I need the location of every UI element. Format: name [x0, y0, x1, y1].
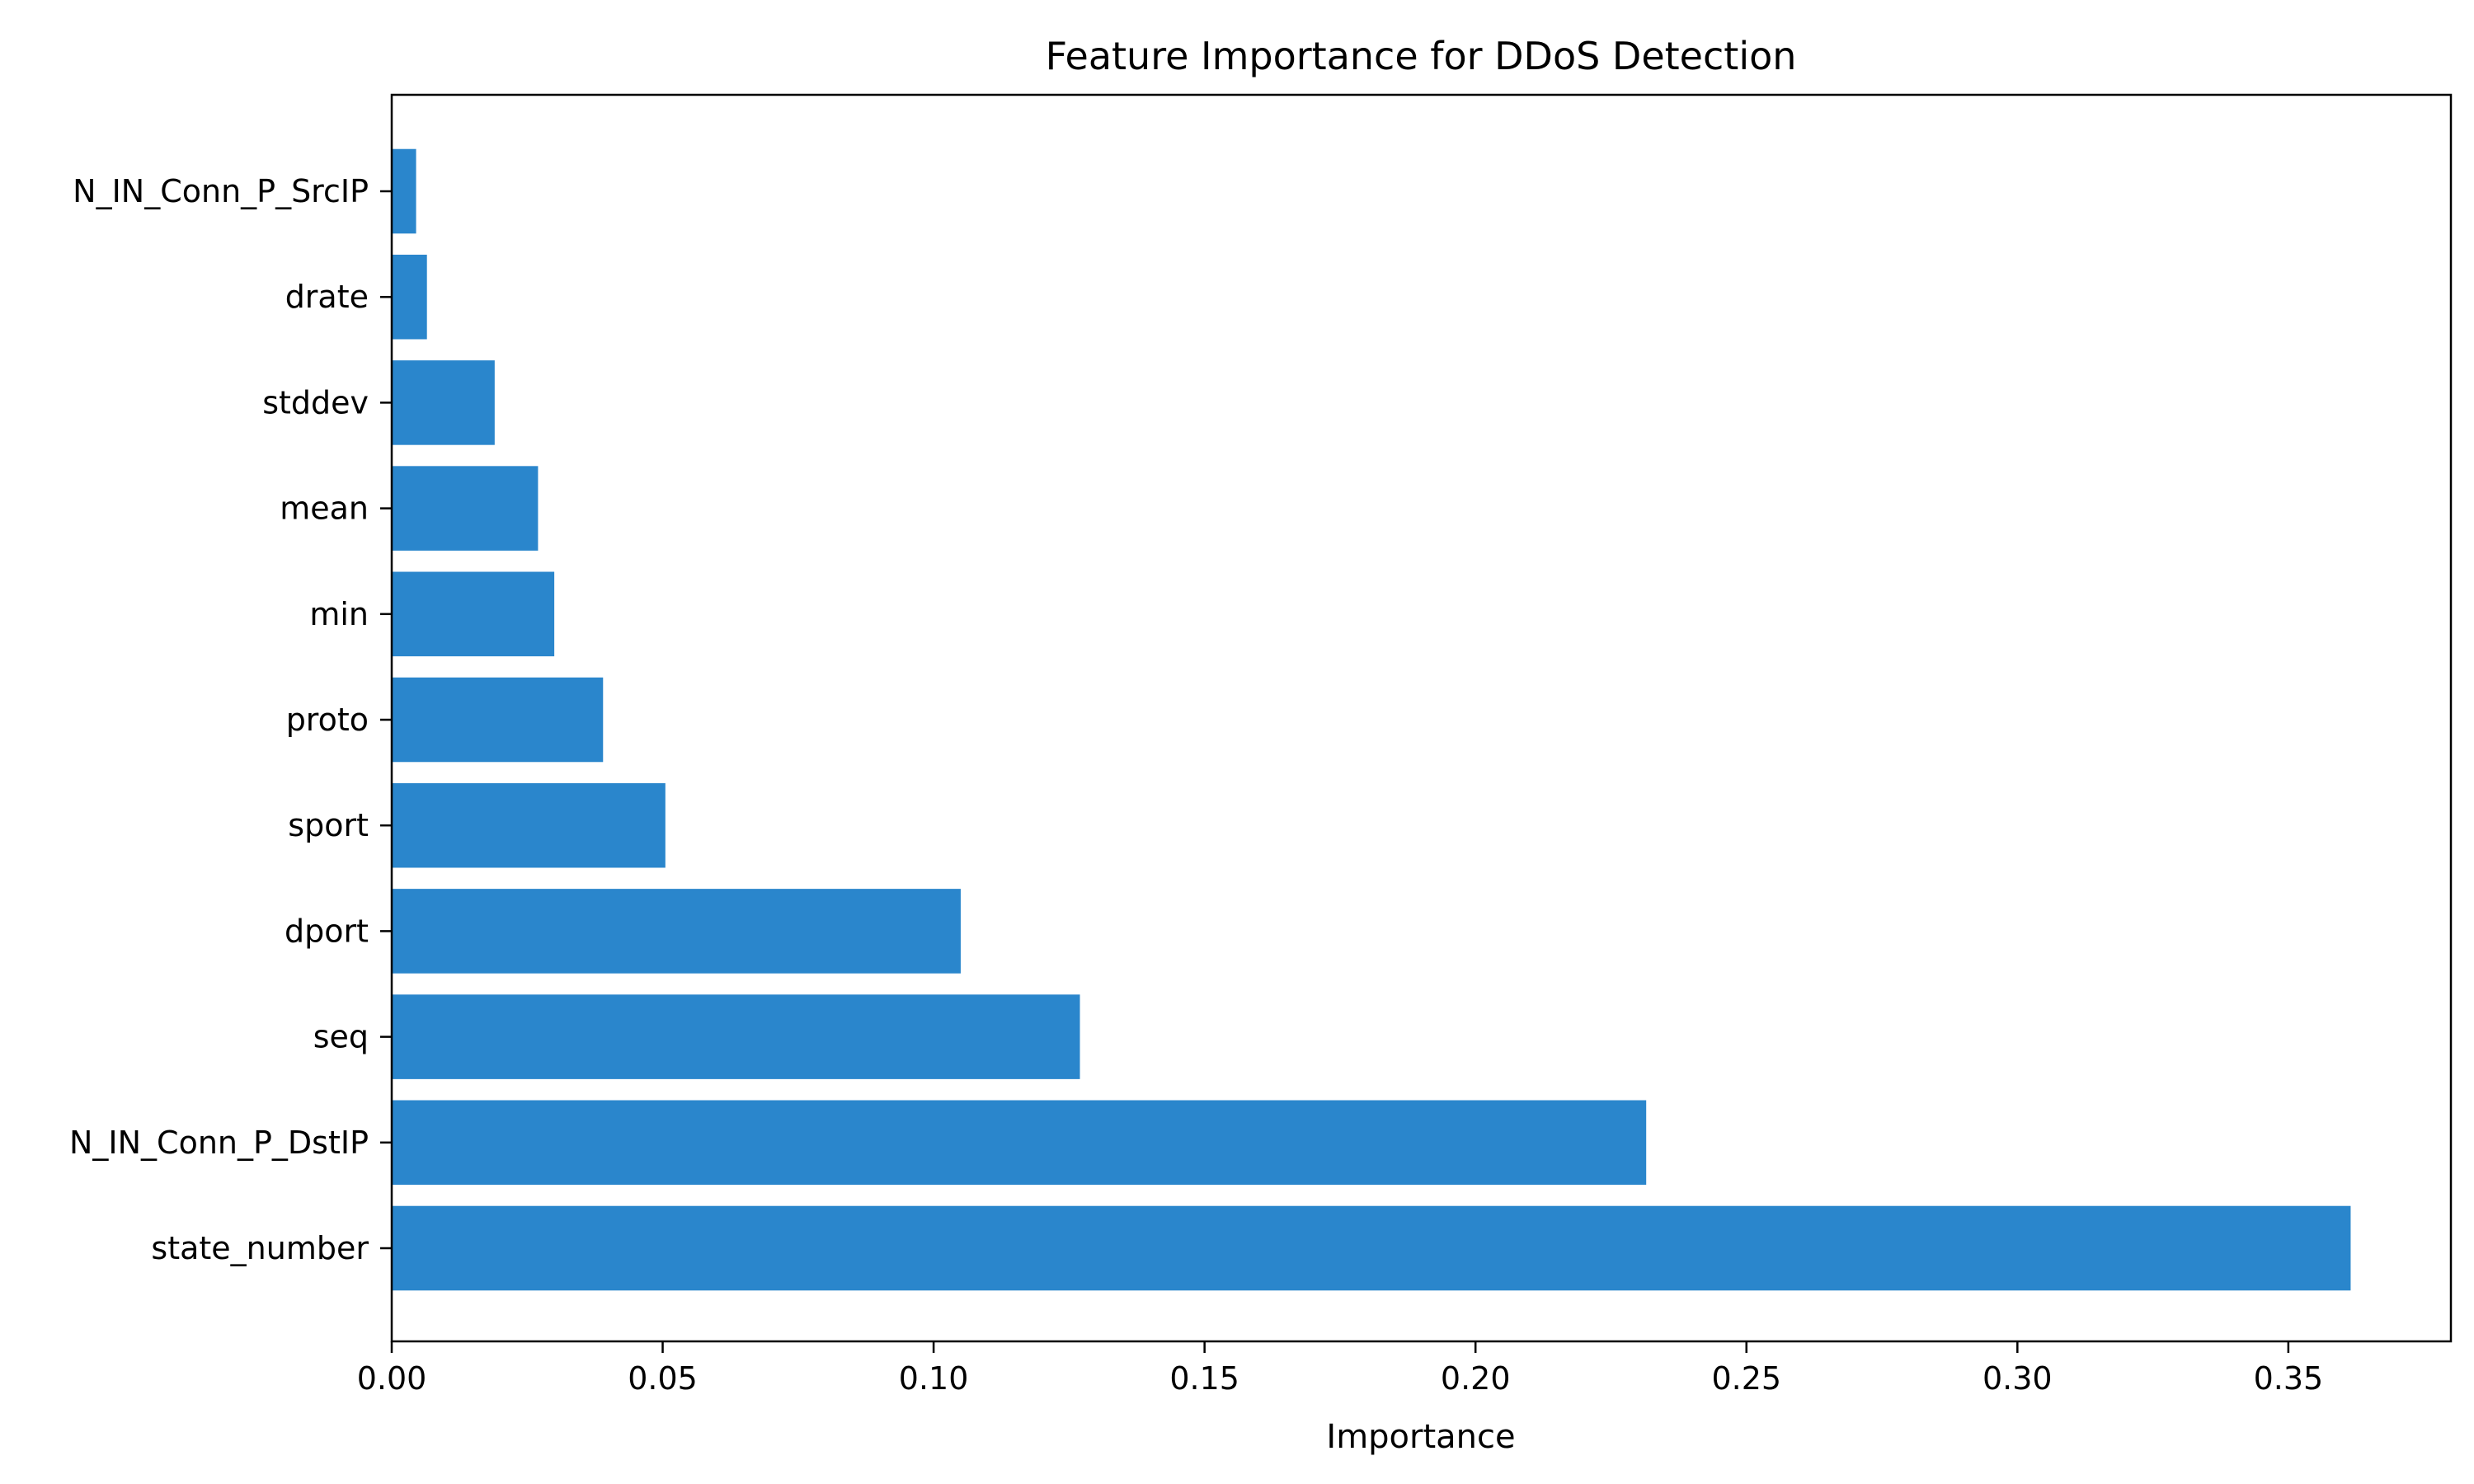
y-tick-label: state_number [151, 1230, 369, 1266]
bar-mean [392, 466, 539, 551]
x-tick-label: 0.20 [1441, 1360, 1511, 1397]
bar-min [392, 571, 555, 657]
bar-sport [392, 782, 666, 868]
y-tick-label: stddev [262, 384, 369, 420]
y-tick-label: sport [288, 807, 369, 843]
bar-seq [392, 994, 1080, 1079]
x-tick-label: 0.00 [357, 1360, 427, 1397]
y-tick-label: N_IN_Conn_P_SrcIP [73, 173, 369, 209]
bar-state_number [392, 1205, 2351, 1291]
x-tick-label: 0.10 [899, 1360, 969, 1397]
plot-frame [390, 93, 2453, 1343]
x-tick-label: 0.15 [1169, 1360, 1239, 1397]
x-tick-label: 0.35 [2254, 1360, 2324, 1397]
bar-drate [392, 254, 427, 340]
y-tick-label: min [309, 596, 369, 632]
x-tick-label: 0.25 [1711, 1360, 1781, 1397]
bar-N_IN_Conn_P_DstIP [392, 1100, 1647, 1186]
bar-proto [392, 677, 604, 763]
x-axis-label: Importance [1326, 1418, 1515, 1456]
y-tick-label: N_IN_Conn_P_DstIP [69, 1125, 369, 1161]
bar-stddev [392, 360, 495, 445]
y-tick-label: dport [285, 913, 369, 949]
bar-N_IN_Conn_P_SrcIP [392, 148, 416, 234]
x-tick-label: 0.30 [1982, 1360, 2053, 1397]
bar-dport [392, 889, 961, 974]
ticks-layer: state_number N_IN_Conn_P_DstIP seq dport spo… [69, 173, 2323, 1397]
x-tick-label: 0.05 [628, 1360, 698, 1397]
y-tick-label: proto [286, 702, 369, 738]
y-tick-label: mean [280, 491, 369, 527]
y-tick-label: seq [313, 1019, 369, 1055]
y-tick-label: drate [285, 279, 369, 315]
bars-layer [392, 148, 2351, 1291]
chart-title: Feature Importance for DDoS Detection [1046, 34, 1797, 78]
